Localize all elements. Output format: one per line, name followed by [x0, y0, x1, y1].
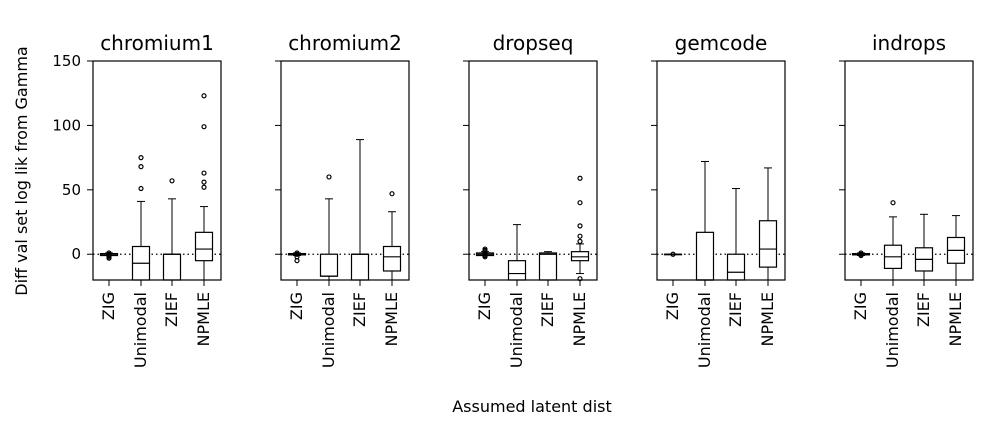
box-ZIEF: [726, 188, 746, 281]
box-Unimodal: [507, 224, 527, 281]
box-body: [319, 253, 339, 277]
x-tick-label: ZIEF: [914, 292, 933, 327]
x-tick-label: NPMLE: [570, 292, 589, 346]
outlier-point: [577, 200, 583, 206]
outlier-point: [201, 170, 207, 176]
x-tick-label: NPMLE: [194, 292, 213, 346]
panel-dropseq: dropseq ZIG Unimodal ZIEF NPMLE: [463, 31, 598, 368]
panel-title: indrops: [872, 31, 946, 55]
x-tick-label: ZIG: [475, 292, 494, 320]
outlier-point: [138, 185, 144, 192]
box-ZIEF: [350, 139, 370, 281]
box-body: [382, 245, 402, 272]
outlier-point: [670, 251, 676, 257]
x-tick-label: Unimodal: [883, 292, 902, 368]
x-tick-label: Unimodal: [507, 292, 526, 368]
panel-title: gemcode: [675, 31, 768, 55]
axes-frame: [844, 60, 974, 281]
outlier-point: [201, 124, 207, 130]
box-NPMLE: [570, 175, 590, 282]
panel-title: dropseq: [493, 31, 574, 55]
x-tick-label: ZIG: [99, 292, 118, 320]
box-NPMLE: [758, 167, 778, 281]
box-ZIG: [851, 250, 871, 259]
box-ZIEF: [538, 251, 558, 281]
x-tick-label: NPMLE: [382, 292, 401, 346]
outlier-point: [577, 233, 583, 239]
box-NPMLE: [194, 93, 214, 281]
panel-gemcode: gemcode ZIG Unimodal ZIEF NPMLE: [651, 31, 786, 368]
box-Unimodal: [695, 160, 715, 281]
panel-chromium2: chromium2 ZIG Unimodal ZIEF NPMLE: [275, 31, 410, 368]
outlier-point: [482, 246, 488, 252]
x-tick-label: ZIEF: [538, 292, 557, 327]
x-tick-label: ZIEF: [162, 292, 181, 327]
outlier-point: [201, 93, 207, 99]
box-ZIG: [99, 250, 119, 261]
x-tick-label: Unimodal: [319, 292, 338, 368]
outlier-point: [138, 155, 144, 161]
box-ZIG: [475, 246, 495, 260]
y-tick-label: 150: [52, 52, 81, 70]
outlier-point: [890, 200, 896, 206]
x-tick-label: NPMLE: [758, 292, 777, 346]
outlier-point: [169, 178, 175, 184]
box-body: [726, 253, 746, 281]
box-ZIG: [663, 251, 683, 257]
box-body: [695, 231, 715, 281]
box-body: [758, 220, 778, 268]
outlier-point: [201, 184, 207, 190]
outlier-point: [577, 175, 583, 181]
panel-indrops: indrops ZIG Unimodal ZIEF NPMLE: [839, 31, 974, 368]
box-body: [538, 252, 558, 281]
outlier-point: [858, 250, 864, 256]
x-tick-label: ZIG: [287, 292, 306, 320]
box-NPMLE: [946, 215, 966, 281]
box-body: [570, 251, 590, 262]
panel-title: chromium1: [100, 31, 214, 55]
box-Unimodal: [883, 200, 903, 281]
panel-title: chromium2: [288, 31, 402, 55]
axes-frame: [92, 60, 222, 281]
box-NPMLE: [382, 191, 402, 281]
box-Unimodal: [319, 174, 339, 281]
outlier-point: [106, 250, 112, 256]
outlier-point: [326, 174, 332, 180]
x-tick-label: ZIG: [663, 292, 682, 320]
axes-frame: [656, 60, 786, 281]
outlier-point: [201, 179, 207, 185]
box-ZIEF: [162, 178, 182, 281]
box-ZIG: [287, 250, 307, 264]
x-tick-label: ZIG: [851, 292, 870, 320]
box-ZIEF: [914, 213, 934, 281]
box-body: [507, 260, 527, 281]
y-tick-label: 0: [71, 245, 81, 263]
axes-frame: [468, 60, 598, 281]
outlier-point: [389, 191, 395, 197]
outlier-point: [294, 250, 300, 256]
outlier-point: [577, 238, 583, 244]
box-body: [162, 253, 182, 281]
x-axis-label: Assumed latent dist: [452, 397, 612, 416]
x-tick-label: ZIEF: [350, 292, 369, 327]
panel-chromium1: chromium1 0 50 100 150 ZIG Unimodal ZIEF NPMLE: [52, 31, 222, 368]
axes-frame: [280, 60, 410, 281]
outlier-point: [577, 223, 583, 229]
box-body: [350, 253, 370, 281]
y-tick-label: 50: [62, 181, 81, 199]
box-Unimodal: [131, 155, 151, 281]
outlier-point: [138, 164, 144, 170]
x-tick-label: Unimodal: [131, 292, 150, 368]
box-body: [194, 231, 214, 262]
x-tick-label: ZIEF: [726, 292, 745, 327]
y-axis-label: Diff val set log lik from Gamma: [12, 46, 31, 295]
x-tick-label: Unimodal: [695, 292, 714, 368]
x-tick-label: NPMLE: [946, 292, 965, 346]
y-tick-label: 100: [52, 116, 81, 134]
